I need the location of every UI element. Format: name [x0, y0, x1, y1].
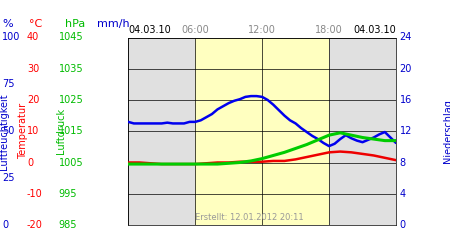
Text: %: %	[2, 19, 13, 29]
Text: 1015: 1015	[58, 126, 83, 136]
Text: 75: 75	[2, 80, 15, 90]
Text: 20: 20	[400, 64, 412, 74]
Text: 1035: 1035	[58, 64, 83, 74]
Text: 995: 995	[58, 189, 77, 199]
Text: Erstellt: 12.01.2012 20:11: Erstellt: 12.01.2012 20:11	[195, 213, 304, 222]
Text: -10: -10	[27, 189, 43, 199]
Text: 0: 0	[400, 220, 406, 230]
Text: 8: 8	[400, 158, 406, 168]
Text: 04.03.10: 04.03.10	[353, 25, 396, 35]
Text: -20: -20	[27, 220, 43, 230]
Text: 10: 10	[27, 126, 39, 136]
Text: 25: 25	[2, 173, 15, 183]
Text: 20: 20	[27, 95, 40, 105]
Text: 04.03.10: 04.03.10	[128, 25, 171, 35]
Text: Luftfeuchtigkeit: Luftfeuchtigkeit	[0, 93, 9, 170]
Text: 30: 30	[27, 64, 39, 74]
Text: hPa: hPa	[65, 19, 86, 29]
Text: 24: 24	[400, 32, 412, 42]
Text: °C: °C	[29, 19, 42, 29]
Text: 1045: 1045	[58, 32, 83, 42]
Text: 100: 100	[2, 32, 21, 42]
Text: Luftdruck: Luftdruck	[56, 108, 66, 154]
Text: 985: 985	[58, 220, 77, 230]
Text: 1025: 1025	[58, 95, 83, 105]
Text: Niederschlag: Niederschlag	[443, 99, 450, 163]
Text: 12: 12	[400, 126, 412, 136]
Text: 16: 16	[400, 95, 412, 105]
Bar	[195, 38, 329, 225]
Text: 4: 4	[400, 189, 406, 199]
Text: 50: 50	[2, 126, 14, 136]
Text: 1005: 1005	[58, 158, 83, 168]
Text: Temperatur: Temperatur	[18, 103, 28, 159]
Text: 40: 40	[27, 32, 39, 42]
Text: 0: 0	[2, 220, 9, 230]
Text: mm/h: mm/h	[97, 19, 130, 29]
Text: 0: 0	[27, 158, 33, 168]
